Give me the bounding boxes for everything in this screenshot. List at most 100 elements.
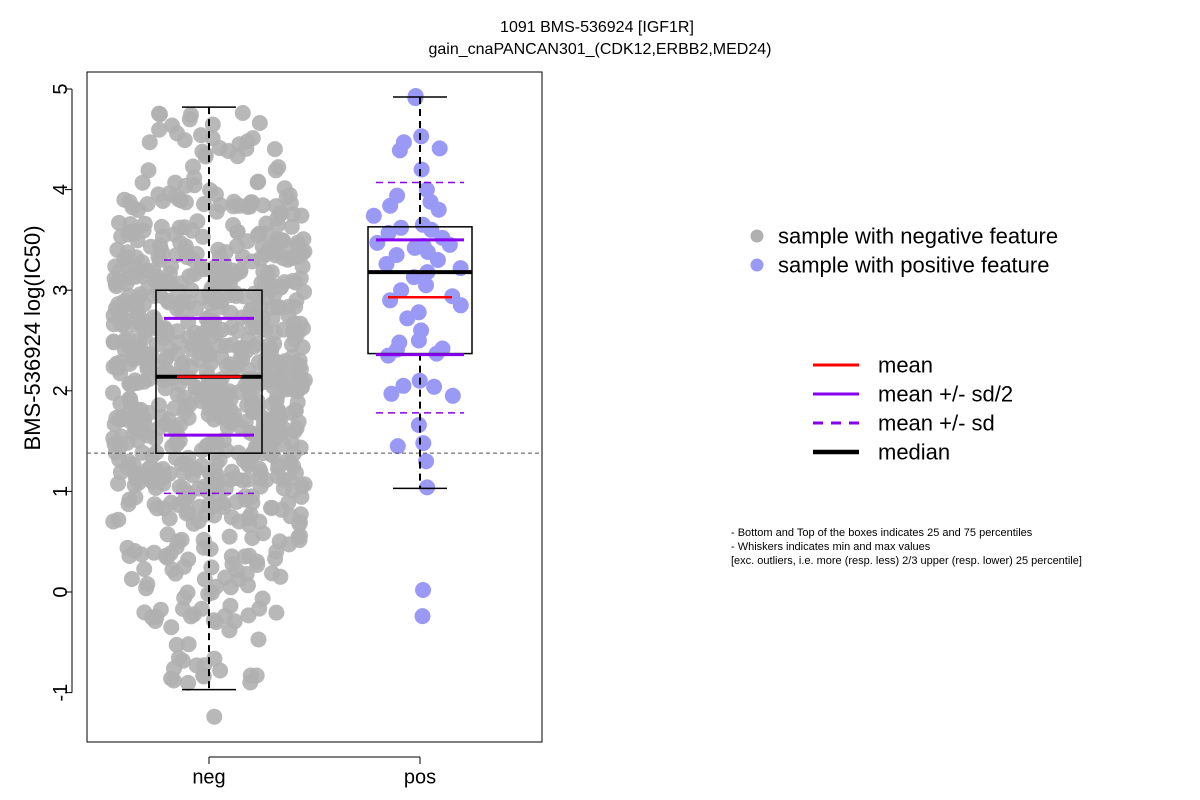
pos-sample-point <box>413 161 430 178</box>
y-tick-label: 0 <box>50 586 72 597</box>
neg-sample-point <box>251 460 268 477</box>
neg-sample-point <box>195 261 212 278</box>
neg-sample-point <box>168 539 185 555</box>
neg-sample-point <box>268 543 285 560</box>
neg-sample-point <box>136 561 153 577</box>
neg-sample-point <box>270 159 287 176</box>
neg-sample-point <box>166 226 183 243</box>
neg-sample-point <box>157 351 174 368</box>
neg-sample-point <box>283 218 300 235</box>
neg-sample-point <box>219 419 236 435</box>
y-tick-label: 2 <box>50 385 72 396</box>
neg-sample-point <box>150 249 167 265</box>
neg-sample-point <box>269 388 286 405</box>
neg-sample-point <box>259 265 276 282</box>
neg-sample-point <box>217 272 233 289</box>
neg-sample-point <box>212 401 229 418</box>
legend: sample with negative feature sample with … <box>750 224 1058 465</box>
neg-sample-point <box>211 248 228 265</box>
neg-sample-point <box>239 577 256 594</box>
pos-sample-point <box>380 224 397 241</box>
neg-sample-point <box>200 436 217 453</box>
neg-sample-point <box>121 491 138 508</box>
neg-sample-point <box>251 115 268 131</box>
neg-sample-point <box>225 198 242 215</box>
neg-sample-point <box>258 226 275 243</box>
neg-sample-point <box>241 384 258 401</box>
neg-sample-point <box>223 548 240 565</box>
neg-sample-point <box>239 471 256 488</box>
pos-sample-point <box>452 297 469 314</box>
neg-sample-point <box>266 141 283 158</box>
neg-sample-point <box>206 708 223 725</box>
pos-sample-point <box>365 207 382 224</box>
neg-sample-point <box>250 631 267 648</box>
neg-sample-point <box>165 672 182 689</box>
neg-sample-point <box>180 409 197 426</box>
pos-sample-point <box>418 181 435 198</box>
pos-sample-point <box>399 310 416 327</box>
neg-sample-point <box>235 288 252 305</box>
neg-sample-point <box>180 313 197 330</box>
neg-sample-point <box>123 571 140 587</box>
neg-sample-point <box>195 668 212 685</box>
neg-sample-point <box>168 636 185 653</box>
neg-sample-point <box>181 396 198 413</box>
neg-sample-point <box>190 513 207 530</box>
legend-line-label: mean +/- sd/2 <box>878 382 1013 407</box>
neg-sample-point <box>163 619 180 636</box>
neg-sample-point <box>290 248 307 265</box>
pos-sample-point <box>369 234 386 251</box>
neg-sample-point <box>109 360 126 377</box>
neg-sample-point <box>175 480 192 497</box>
neg-sample-point <box>282 508 299 525</box>
pos-sample-point <box>415 582 431 598</box>
neg-sample-point <box>167 435 184 452</box>
pos-sample-point <box>393 282 410 299</box>
x-tick-label: pos <box>404 767 436 789</box>
neg-sample-point <box>287 464 304 481</box>
pos-sample-point <box>423 221 440 238</box>
note-line: - Bottom and Top of the boxes indicates … <box>731 527 1033 539</box>
neg-sample-point <box>142 346 159 363</box>
neg-sample-point <box>247 318 264 334</box>
sample-points <box>105 88 469 725</box>
neg-sample-point <box>200 406 217 423</box>
neg-sample-point <box>217 480 234 497</box>
neg-sample-point <box>120 330 137 347</box>
neg-sample-point <box>204 584 220 601</box>
legend-line-label: mean +/- sd <box>878 411 995 436</box>
neg-sample-point <box>111 451 128 468</box>
neg-sample-point <box>122 223 139 240</box>
neg-sample-point <box>136 215 153 232</box>
pos-sample-point <box>382 197 399 214</box>
pos-sample-point <box>418 277 434 294</box>
neg-sample-point <box>186 606 202 623</box>
neg-sample-point <box>204 116 221 133</box>
pos-sample-point <box>382 292 399 309</box>
neg-sample-point <box>290 237 306 254</box>
notes: - Bottom and Top of the boxes indicates … <box>731 527 1082 567</box>
neg-sample-point <box>234 105 251 121</box>
neg-sample-point <box>208 203 225 220</box>
legend-line-label: mean <box>878 353 933 378</box>
neg-sample-point <box>183 341 200 358</box>
neg-sample-point <box>229 223 246 240</box>
neg-sample-point <box>201 464 218 481</box>
neg-sample-point <box>147 272 164 289</box>
neg-sample-point <box>275 472 292 488</box>
neg-sample-point <box>166 660 182 677</box>
neg-sample-point <box>262 446 279 463</box>
pos-sample-point <box>444 387 461 404</box>
neg-sample-point <box>118 249 135 266</box>
neg-sample-point <box>267 410 284 427</box>
neg-sample-point <box>222 597 239 614</box>
neg-sample-point <box>175 354 192 371</box>
neg-sample-point <box>288 292 305 309</box>
neg-sample-point <box>269 298 286 315</box>
neg-sample-point <box>181 111 198 128</box>
neg-sample-point <box>254 197 271 214</box>
neg-sample-point <box>251 513 268 530</box>
neg-sample-point <box>294 478 311 495</box>
neg-sample-point <box>256 355 273 372</box>
